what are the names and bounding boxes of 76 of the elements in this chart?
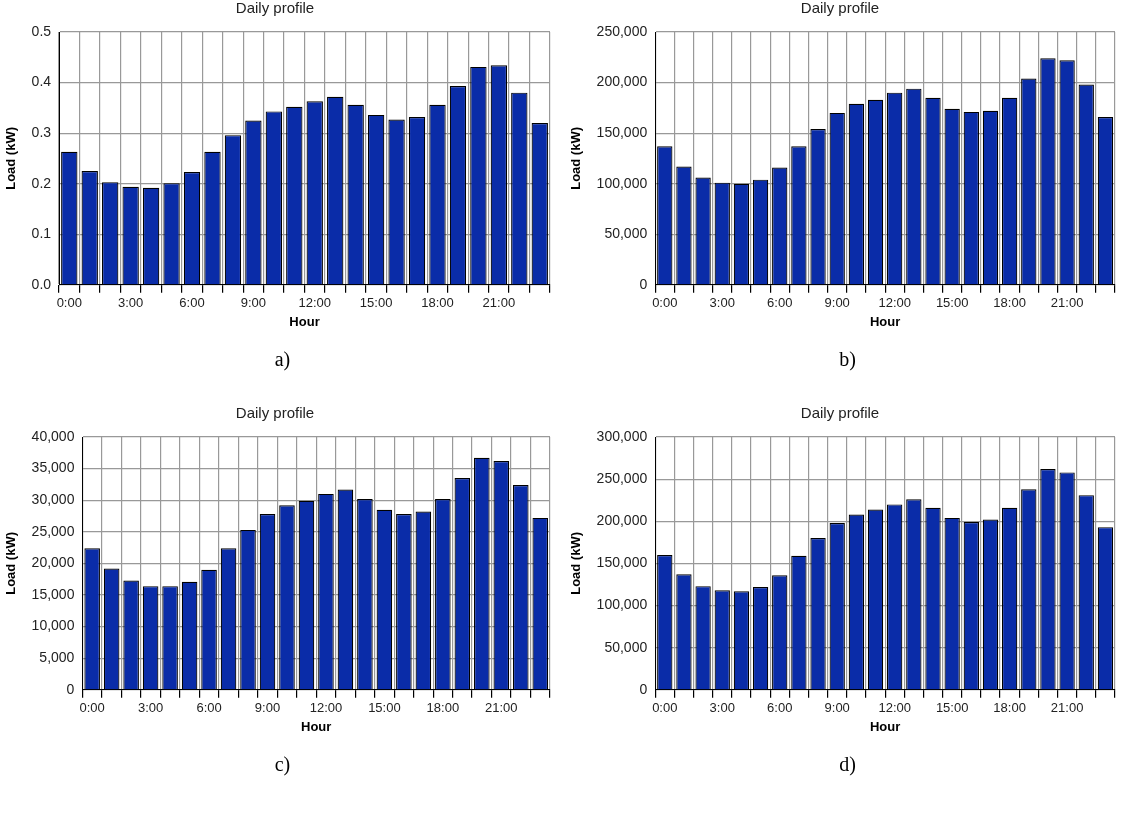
- x-tick-label: 18:00: [993, 295, 1026, 311]
- text: d): [838, 753, 857, 776]
- chart-title: Daily profile: [800, 0, 880, 17]
- x-tick-label: 3:00: [709, 295, 735, 311]
- y-tick-label: 35,000: [31, 459, 75, 476]
- y-tick-label: 250,000: [596, 469, 648, 486]
- x-axis-title: Hour: [869, 313, 901, 329]
- y-tick-label: 0: [639, 275, 648, 292]
- chart-title: Daily profile: [235, 404, 315, 422]
- y-tick-label: 0.4: [31, 73, 52, 90]
- y-tick-label: 0.5: [31, 22, 52, 39]
- y-tick-label: 25,000: [31, 522, 75, 539]
- y-tick-label: 300,000: [596, 427, 648, 444]
- text: a): [273, 348, 292, 371]
- x-tick-label: 18:00: [421, 295, 454, 311]
- x-tick-label: 21:00: [1050, 295, 1084, 311]
- x-tick-label: 18:00: [426, 700, 460, 716]
- y-tick-label: 0: [639, 680, 648, 697]
- x-tick-label: 0:00: [652, 295, 678, 311]
- y-tick-label: 15,000: [31, 585, 75, 602]
- y-axis-title: Load (kW): [568, 126, 584, 190]
- x-tick-label: 12:00: [878, 295, 911, 311]
- x-tick-label: 18:00: [993, 700, 1026, 716]
- x-tick-label: 0:00: [56, 295, 82, 311]
- x-tick-label: 9:00: [240, 295, 267, 311]
- x-tick-label: 3:00: [709, 700, 735, 716]
- x-tick-label: 9:00: [254, 700, 281, 716]
- x-tick-label: 12:00: [878, 700, 911, 716]
- x-tick-label: 21:00: [1050, 700, 1084, 716]
- x-axis-title: Hour: [869, 718, 901, 734]
- x-tick-label: 12:00: [298, 295, 332, 311]
- x-tick-label: 6:00: [767, 295, 793, 311]
- y-tick-label: 20,000: [31, 554, 75, 571]
- x-tick-label: 21:00: [482, 295, 516, 311]
- x-tick-label: 15:00: [368, 700, 401, 716]
- chart-title: Daily profile: [235, 0, 315, 17]
- x-tick-label: 9:00: [824, 700, 850, 716]
- y-axis-title: Load (kW): [568, 531, 584, 595]
- x-tick-label: 3:00: [137, 700, 164, 716]
- y-tick-label: 100,000: [596, 596, 648, 613]
- y-tick-label: 30,000: [31, 491, 75, 508]
- y-tick-label: 200,000: [596, 512, 648, 529]
- y-tick-label: 200,000: [596, 73, 648, 90]
- x-tick-label: 15:00: [359, 295, 393, 311]
- x-tick-label: 6:00: [179, 295, 205, 311]
- y-tick-label: 40,000: [31, 427, 75, 444]
- x-tick-label: 0:00: [79, 700, 105, 716]
- y-axis-title: Load (kW): [3, 126, 19, 190]
- y-tick-label: 5,000: [39, 649, 75, 666]
- x-axis-title: Hour: [301, 718, 332, 734]
- y-tick-label: 0: [66, 680, 75, 697]
- text: c): [273, 753, 292, 776]
- y-tick-label: 50,000: [604, 638, 648, 655]
- y-tick-label: 100,000: [596, 174, 648, 191]
- y-tick-label: 0.2: [31, 174, 52, 191]
- x-axis-title: Hour: [289, 313, 320, 329]
- y-tick-label: 0.0: [31, 275, 52, 292]
- chart-title: Daily profile: [800, 404, 880, 422]
- y-tick-label: 0.3: [31, 123, 52, 140]
- y-tick-label: 150,000: [596, 554, 648, 571]
- y-axis-title: Load (kW): [3, 531, 19, 595]
- y-tick-label: 10,000: [31, 617, 75, 634]
- x-tick-label: 15:00: [935, 295, 969, 311]
- y-tick-label: 250,000: [596, 22, 648, 39]
- y-tick-label: 150,000: [596, 123, 648, 140]
- y-tick-label: 0.1: [31, 225, 52, 242]
- x-tick-label: 6:00: [767, 700, 793, 716]
- x-tick-label: 9:00: [824, 295, 850, 311]
- x-tick-label: 21:00: [485, 700, 518, 716]
- text: b): [838, 348, 857, 371]
- x-tick-label: 6:00: [196, 700, 222, 716]
- x-tick-label: 3:00: [118, 295, 144, 311]
- x-tick-label: 12:00: [309, 700, 343, 716]
- y-tick-label: 50,000: [604, 225, 648, 242]
- x-tick-label: 0:00: [652, 700, 678, 716]
- x-tick-label: 15:00: [935, 700, 969, 716]
